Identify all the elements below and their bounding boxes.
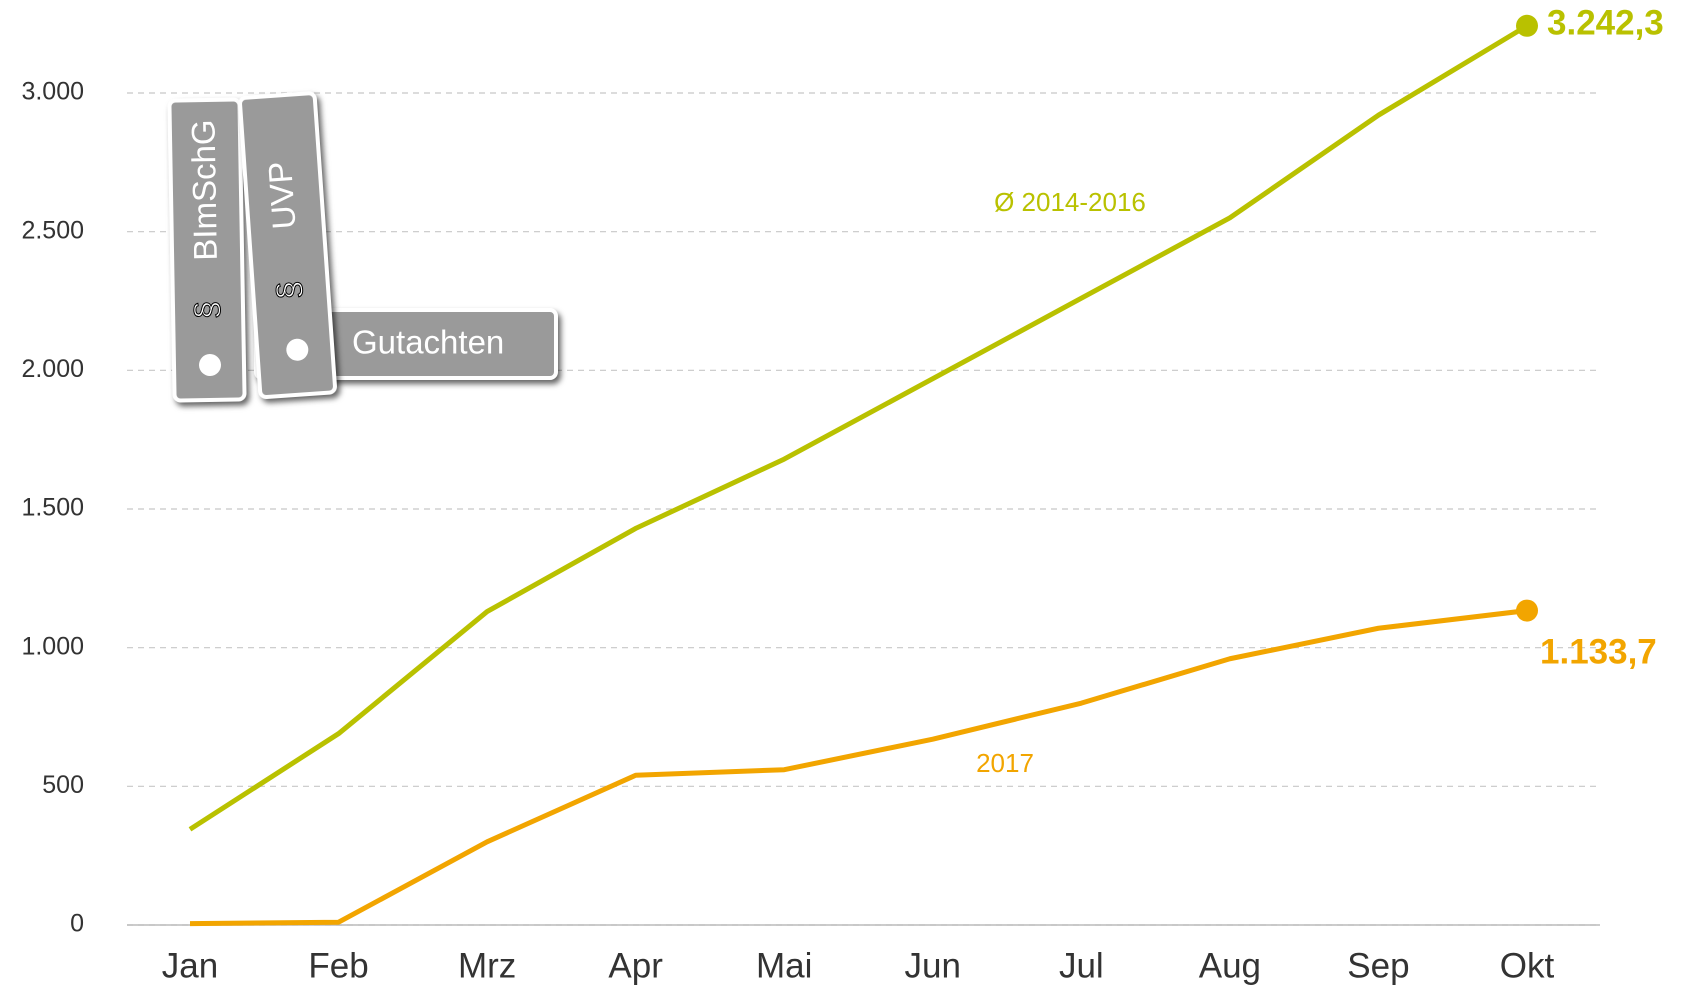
- x-tick-label: Sep: [1347, 946, 1409, 985]
- x-tick-label: Okt: [1500, 946, 1555, 985]
- series-label: Ø 2014-2016: [994, 187, 1146, 217]
- value-label: 3.242,3: [1547, 3, 1664, 42]
- end-marker: [1516, 15, 1538, 37]
- binder-label: BImSchG: [184, 119, 223, 261]
- end-marker: [1516, 600, 1538, 622]
- binder: UVP §: [240, 93, 336, 398]
- y-tick-label: 2.000: [21, 355, 84, 383]
- line: [190, 26, 1527, 830]
- x-tick-label: Mai: [756, 946, 812, 985]
- series-label: 2017: [976, 748, 1034, 778]
- y-tick-label: 3.000: [21, 78, 84, 106]
- illustration: BImSchG § Gutachten UVP §: [169, 93, 556, 401]
- line: [190, 611, 1527, 924]
- x-tick-label: Feb: [308, 946, 368, 985]
- binder-symbol: §: [269, 280, 307, 301]
- binder-symbol: §: [188, 301, 225, 320]
- x-tick-label: Apr: [608, 946, 663, 985]
- x-tick-label: Aug: [1199, 946, 1261, 985]
- value-label: 1.133,7: [1540, 632, 1657, 671]
- x-tick-label: Jul: [1059, 946, 1104, 985]
- y-tick-label: 500: [42, 771, 84, 799]
- binder: BImSchG §: [169, 99, 244, 400]
- x-tick-label: Mrz: [458, 946, 516, 985]
- chart: 0 500 1.000 1.500 2.000 2.500 3.000 Jan Feb Mrz Ap…: [0, 0, 1698, 991]
- y-tick-label: 1.000: [21, 632, 84, 660]
- binder-label: UVP: [261, 160, 303, 230]
- y-tick-label: 0: [70, 910, 84, 938]
- y-tick-label: 2.500: [21, 216, 84, 244]
- binder-label: Gutachten: [352, 324, 504, 361]
- x-tick-label: Jan: [162, 946, 218, 985]
- x-tick-label: Jun: [905, 946, 961, 985]
- y-tick-label: 1.500: [21, 494, 84, 522]
